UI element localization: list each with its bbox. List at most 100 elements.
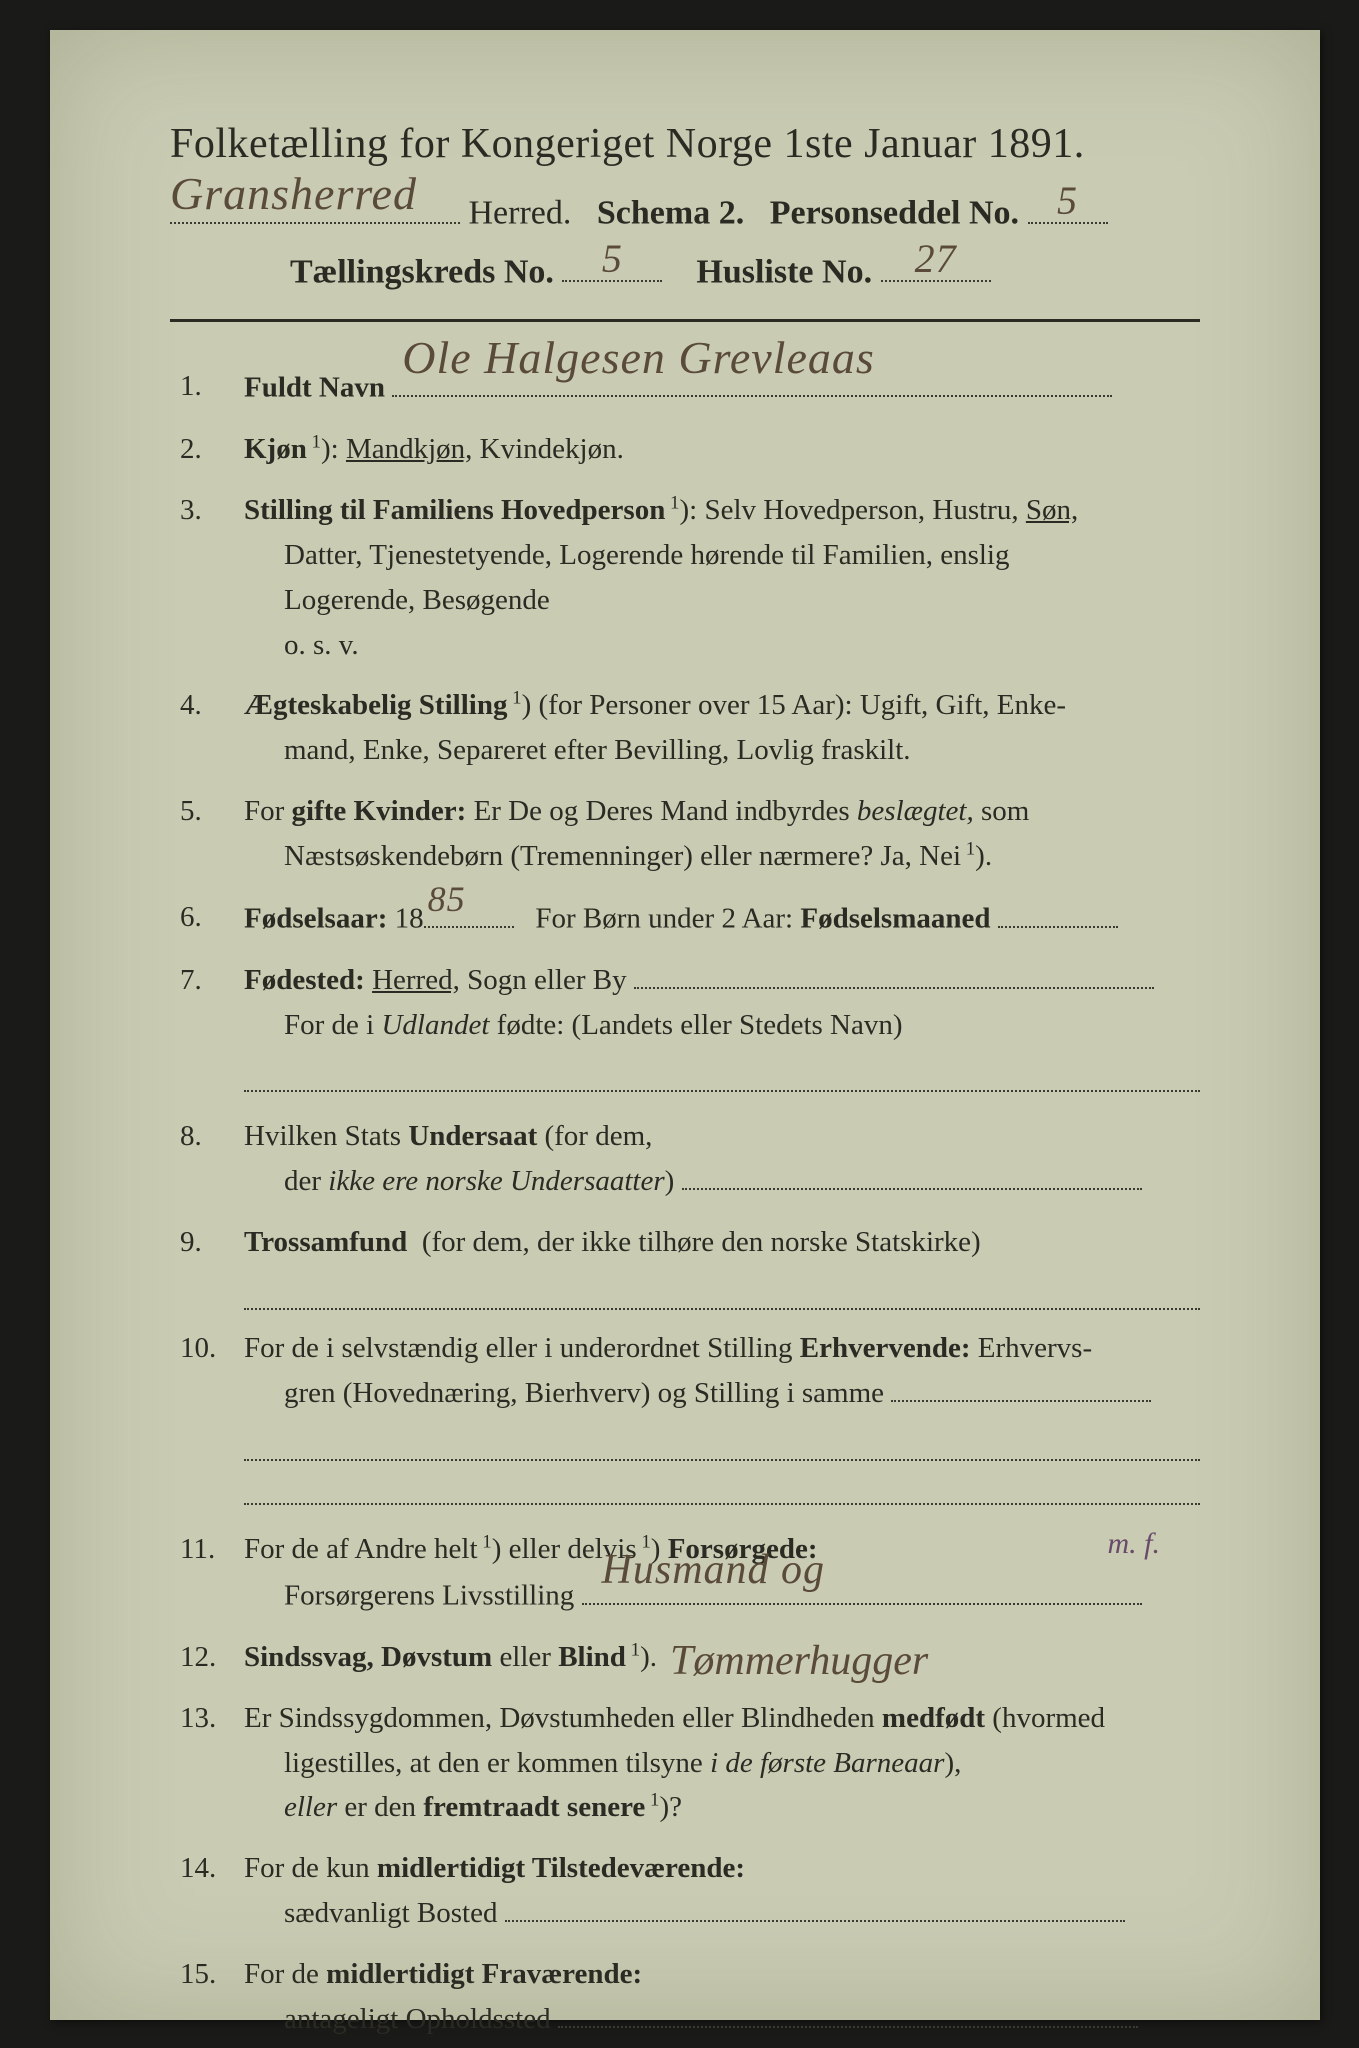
- header-line-2: Tællingskreds No. 5 Husliste No. 27: [170, 245, 1200, 292]
- item-7-text-b: For de i: [284, 1009, 374, 1041]
- sup-5: 1: [961, 839, 975, 860]
- husliste-value: 27: [881, 235, 991, 282]
- item-10-field-a: [891, 1400, 1151, 1402]
- item-6-text: For Børn under 2 Aar:: [535, 903, 793, 935]
- provider-field: Husmand og: [582, 1572, 1142, 1604]
- item-10-text-c: gren (Hovednæring, Bierhverv) og Stillin…: [284, 1377, 884, 1409]
- document-paper: Folketælling for Kongeriget Norge 1ste J…: [50, 30, 1320, 2020]
- item-9: Trossamfund (for dem, der ikke tilhøre d…: [170, 1220, 1200, 1310]
- item-10-text-b: Erhvervs-: [978, 1332, 1092, 1364]
- census-title: Folketælling for Kongeriget Norge 1ste J…: [170, 120, 1200, 168]
- item-13-label: medfødt: [882, 1702, 985, 1734]
- name-field: Ole Halgesen Grevleaas: [392, 364, 1112, 396]
- item-11-line-2: Forsørgerens Livsstilling Husmand og: [244, 1572, 1200, 1618]
- item-13-ital2: eller: [284, 1791, 337, 1823]
- item-10-line-2: gren (Hovednæring, Bierhverv) og Stillin…: [244, 1371, 1200, 1416]
- item-7-text-c: fødte: (Landets eller Stedets Navn): [497, 1009, 903, 1041]
- item-9-text: (for dem, der ikke tilhøre den norske St…: [422, 1226, 981, 1258]
- item-8-text-a: Hvilken Stats: [244, 1120, 401, 1152]
- item-13: Er Sindssygdommen, Døvstumheden eller Bl…: [170, 1696, 1200, 1831]
- birthyear-value: 85: [428, 872, 514, 928]
- item-13-text-e: er den: [344, 1791, 416, 1823]
- item-1: Fuldt Navn Ole Halgesen Grevleaas: [170, 364, 1200, 410]
- herred-value: Gransherred: [170, 167, 460, 220]
- item-13-line-2: ligestilles, at den er kommen tilsyne i …: [244, 1741, 1200, 1786]
- item-15-text-a: For de: [244, 1958, 319, 1990]
- item-15-label: midlertidigt Fraværende:: [326, 1958, 642, 1990]
- taellingskreds-field: 5: [562, 245, 662, 283]
- sup-11a: 1: [478, 1532, 492, 1553]
- birthyear-field: 85: [424, 895, 514, 927]
- item-15-field: [558, 2026, 1138, 2028]
- item-10-label: Erhvervende:: [800, 1332, 971, 1364]
- item-12: Sindssvag, Døvstum eller Blind 1). Tømme…: [170, 1635, 1200, 1680]
- form-list: Fuldt Navn Ole Halgesen Grevleaas Kjøn 1…: [170, 364, 1200, 2042]
- provider-value: Husmand og: [602, 1538, 1142, 1603]
- item-7-line-2: For de i Udlandet fødte: (Landets eller …: [244, 1003, 1200, 1048]
- item-12-value: Tømmerhugger: [670, 1629, 928, 1694]
- herred-field: Gransherred: [170, 186, 460, 224]
- item-7: Fødested: Herred, Sogn eller By For de i…: [170, 958, 1200, 1093]
- item-14-field: [505, 1920, 1125, 1922]
- item-11-text-c: Forsørgerens Livsstilling: [284, 1580, 574, 1612]
- item-5-pre: For: [244, 795, 292, 827]
- sup-13: 1: [645, 1790, 659, 1811]
- item-6-prefix: 18: [395, 903, 424, 935]
- name-value: Ole Halgesen Grevleaas: [402, 322, 1112, 393]
- item-10-text-a: For de i selvstændig eller i underordnet…: [244, 1332, 793, 1364]
- item-8-text-c: der: [284, 1165, 321, 1197]
- item-10-dotline-2: [244, 1469, 1200, 1506]
- item-10-dotline-1: [244, 1424, 1200, 1461]
- item-5-text-a: Er De og Deres Mand indbyrdes: [474, 795, 850, 827]
- item-3-text-a: Selv Hovedperson, Hustru,: [704, 494, 1025, 526]
- item-8-field: [682, 1188, 1142, 1190]
- husliste-label: Husliste No.: [696, 253, 872, 290]
- item-15-text-b: antageligt Opholdssted: [284, 2003, 551, 2035]
- item-13-text-a: Er Sindssygdommen, Døvstumheden eller Bl…: [244, 1702, 875, 1734]
- sup-4: 1: [507, 688, 521, 709]
- item-7-ital: Udlandet: [381, 1009, 489, 1041]
- personseddel-label: Personseddel No.: [770, 195, 1019, 232]
- herred-label: Herred.: [469, 195, 572, 232]
- item-7-dotline: [244, 1055, 1200, 1092]
- item-2: Kjøn 1): Mandkjøn, Kvindekjøn.: [170, 427, 1200, 472]
- item-10: For de i selvstændig eller i underordnet…: [170, 1326, 1200, 1505]
- birthmonth-field: [998, 926, 1118, 928]
- item-5-text-c: Næstsøskendebørn (Tremenninger) eller næ…: [284, 840, 961, 872]
- item-5: For gifte Kvinder: Er De og Deres Mand i…: [170, 789, 1200, 879]
- birthplace-field: [634, 987, 1154, 989]
- item-13-text-c: ligestilles, at den er kommen tilsyne: [284, 1747, 703, 1779]
- item-3-label: Stilling til Familiens Hovedperson: [244, 494, 665, 526]
- item-6-label2: Fødselsmaaned: [800, 903, 990, 935]
- item-5-text-b: som: [981, 795, 1029, 827]
- taellingskreds-value: 5: [562, 235, 662, 282]
- item-3-line-c: Logerende, Besøgende: [244, 578, 1200, 623]
- item-8: Hvilken Stats Undersaat (for dem, der ik…: [170, 1114, 1200, 1204]
- item-12-label2: Blind: [558, 1641, 626, 1673]
- header-line-1: Gransherred Herred. Schema 2. Personsedd…: [170, 186, 1200, 233]
- page-background: Folketælling for Kongeriget Norge 1ste J…: [0, 0, 1359, 2048]
- item-14-text-b: sædvanligt Bosted: [284, 1897, 497, 1929]
- item-3: Stilling til Familiens Hovedperson 1): S…: [170, 488, 1200, 668]
- item-13-label2: fremtraadt senere: [423, 1791, 645, 1823]
- sup-1: 1: [307, 431, 321, 452]
- item-5-line-2: Næstsøskendebørn (Tremenninger) eller næ…: [244, 834, 1200, 879]
- item-12-text: eller: [499, 1641, 551, 1673]
- item-15: For de midlertidigt Fraværende: antageli…: [170, 1952, 1200, 2042]
- item-13-text-b: (hvormed: [992, 1702, 1105, 1734]
- item-4-label: Ægteskabelig Stilling: [244, 689, 507, 721]
- item-7-und: Herred,: [372, 964, 460, 996]
- item-15-line-2: antageligt Opholdssted: [244, 1997, 1200, 2042]
- taellingskreds-label: Tællingskreds No.: [290, 253, 554, 290]
- item-3-line-d: o. s. v.: [244, 623, 1200, 668]
- item-4-text-a: (for Personer over 15 Aar): Ugift, Gift,…: [539, 689, 1066, 721]
- item-8-ital: ikke ere norske Undersaatter: [328, 1165, 664, 1197]
- document-content: Folketælling for Kongeriget Norge 1ste J…: [170, 120, 1200, 2048]
- item-2-text: Mandkjøn,: [346, 433, 472, 465]
- item-8-label: Undersaat: [408, 1120, 537, 1152]
- item-7-text-a: Sogn eller By: [467, 964, 627, 996]
- item-13-line-3: eller er den fremtraadt senere 1)?: [244, 1785, 1200, 1830]
- schema-label: Schema 2.: [597, 195, 744, 232]
- item-1-label: Fuldt Navn: [244, 372, 385, 404]
- item-14: For de kun midlertidigt Tilstedeværende:…: [170, 1846, 1200, 1936]
